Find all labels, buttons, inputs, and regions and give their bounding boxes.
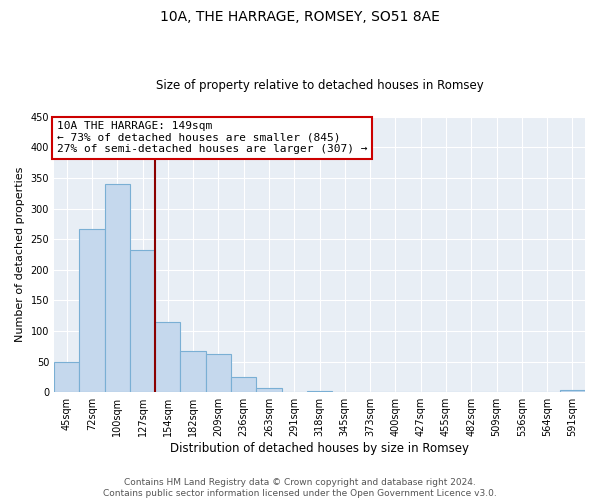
- Bar: [130, 250, 155, 392]
- Bar: [79, 229, 104, 392]
- Title: Size of property relative to detached houses in Romsey: Size of property relative to detached ho…: [155, 79, 484, 92]
- Bar: [256, 388, 281, 392]
- Bar: [54, 362, 79, 392]
- Y-axis label: Number of detached properties: Number of detached properties: [15, 167, 25, 342]
- Text: 10A THE HARRAGE: 149sqm
← 73% of detached houses are smaller (845)
27% of semi-d: 10A THE HARRAGE: 149sqm ← 73% of detache…: [56, 121, 367, 154]
- Bar: [231, 377, 256, 392]
- Bar: [181, 350, 206, 392]
- Bar: [206, 354, 231, 392]
- Bar: [155, 322, 181, 392]
- Bar: [307, 391, 332, 392]
- Text: Contains HM Land Registry data © Crown copyright and database right 2024.
Contai: Contains HM Land Registry data © Crown c…: [103, 478, 497, 498]
- Text: 10A, THE HARRAGE, ROMSEY, SO51 8AE: 10A, THE HARRAGE, ROMSEY, SO51 8AE: [160, 10, 440, 24]
- Bar: [560, 390, 585, 392]
- Bar: [104, 184, 130, 392]
- X-axis label: Distribution of detached houses by size in Romsey: Distribution of detached houses by size …: [170, 442, 469, 455]
